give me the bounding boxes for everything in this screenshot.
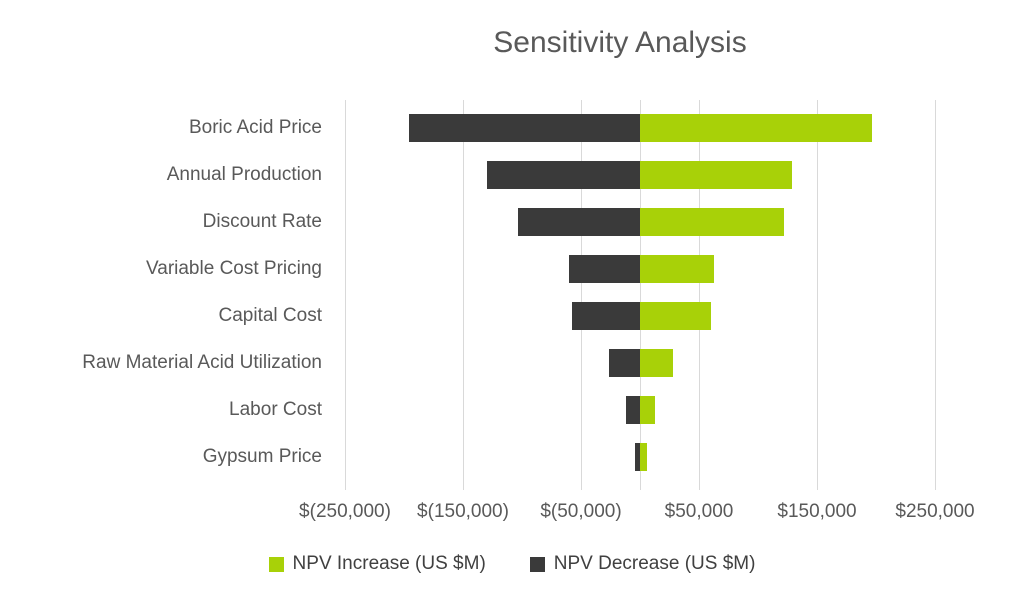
npv-increase-swatch-icon <box>268 556 284 572</box>
x-tick-label: $(150,000) <box>417 501 509 522</box>
bar-npv-increase <box>640 207 784 236</box>
npv-decrease-swatch-icon <box>529 556 545 572</box>
gridline <box>580 100 582 490</box>
category-label: Capital Cost <box>218 305 323 326</box>
chart-title: Sensitivity Analysis <box>493 26 747 59</box>
x-tick-label: $(50,000) <box>540 501 622 522</box>
bar-npv-decrease <box>569 254 640 283</box>
bar-npv-increase <box>640 348 674 377</box>
bar-npv-decrease <box>408 113 640 142</box>
legend-label-npv-decrease: NPV Decrease (US $M) <box>553 553 756 574</box>
bar-npv-decrease <box>518 207 640 236</box>
bar-npv-decrease <box>625 395 640 424</box>
zero-axis-line <box>639 100 641 490</box>
bar-npv-decrease <box>571 301 640 330</box>
gridline <box>344 100 346 490</box>
category-label: Gypsum Price <box>202 446 322 467</box>
gridline <box>698 100 700 490</box>
category-label: Labor Cost <box>229 399 322 420</box>
x-tick-label: $250,000 <box>895 501 975 522</box>
legend-label-npv-increase: NPV Increase (US $M) <box>292 553 486 574</box>
bar-npv-increase <box>640 113 873 142</box>
bar-npv-increase <box>640 254 715 283</box>
bar-npv-increase <box>640 301 711 330</box>
x-tick-label: $50,000 <box>664 501 734 522</box>
category-label: Annual Production <box>166 164 322 185</box>
gridline <box>462 100 464 490</box>
bar-npv-increase <box>640 395 656 424</box>
x-tick-label: $150,000 <box>777 501 857 522</box>
legend: NPV Increase (US $M) NPV Decrease (US $M… <box>0 553 1024 575</box>
category-label: Variable Cost Pricing <box>145 258 322 279</box>
bar-npv-increase <box>640 442 648 471</box>
x-tick-label: $(250,000) <box>299 501 391 522</box>
gridline <box>934 100 936 490</box>
category-label: Raw Material Acid Utilization <box>82 352 322 373</box>
bar-npv-decrease <box>609 348 640 377</box>
bar-npv-increase <box>640 160 793 189</box>
legend-item-npv-increase: NPV Increase (US $M) <box>268 553 486 575</box>
plot-area <box>344 100 936 490</box>
category-label: Boric Acid Price <box>188 117 322 138</box>
bar-npv-decrease <box>486 160 640 189</box>
legend-item-npv-decrease: NPV Decrease (US $M) <box>529 553 756 575</box>
category-label: Discount Rate <box>202 211 322 232</box>
gridline <box>816 100 818 490</box>
bar-npv-decrease <box>635 442 640 471</box>
